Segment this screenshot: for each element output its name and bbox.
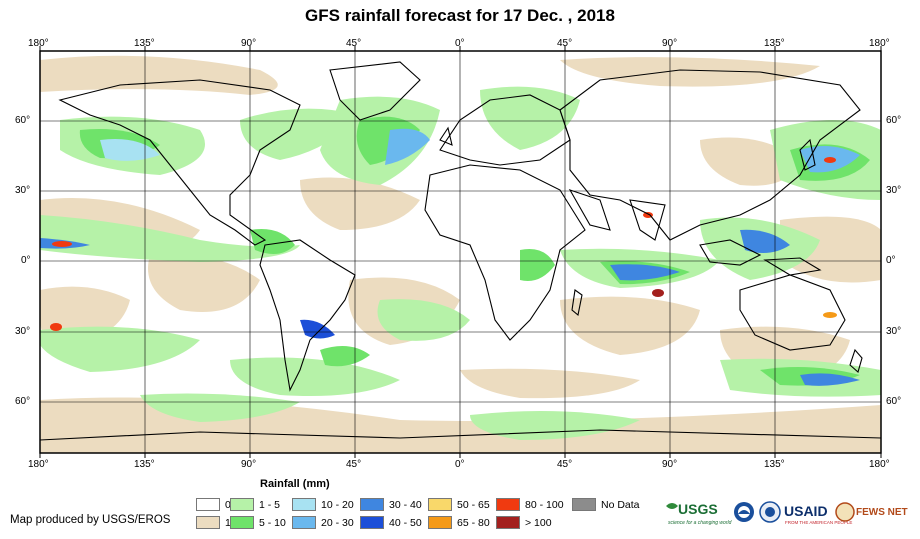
ticks bbox=[39, 46, 882, 458]
lon-label-top: 90° bbox=[662, 38, 678, 49]
lon-label-top: 90° bbox=[241, 38, 257, 49]
lat-label-left: 30° bbox=[15, 185, 31, 196]
lon-label-top: 180° bbox=[869, 38, 890, 49]
legend-label: 20 - 30 bbox=[321, 516, 354, 529]
legend-title: Rainfall (mm) bbox=[260, 478, 330, 490]
lon-label-bottom: 135° bbox=[764, 459, 785, 470]
lat-label-left: 60° bbox=[15, 115, 31, 126]
legend-label: 1 bbox=[225, 516, 231, 529]
legend-swatch bbox=[496, 498, 520, 511]
lat-label-left: 60° bbox=[15, 396, 31, 407]
map-title: GFS rainfall forecast for 17 Dec. , 2018 bbox=[305, 6, 615, 25]
lon-label-bottom: 45° bbox=[346, 459, 362, 470]
lon-label-bottom: 90° bbox=[662, 459, 678, 470]
svg-text:FROM THE AMERICAN PEOPLE: FROM THE AMERICAN PEOPLE bbox=[785, 520, 852, 525]
lon-label-bottom: 90° bbox=[241, 459, 257, 470]
svg-text:USAID: USAID bbox=[784, 503, 828, 519]
lon-label-top: 135° bbox=[134, 38, 155, 49]
map-surface bbox=[40, 51, 881, 453]
lon-label-bottom: 45° bbox=[557, 459, 573, 470]
legend-item: 10 - 20 bbox=[292, 498, 354, 511]
svg-text:USGS: USGS bbox=[678, 501, 718, 517]
legend-item: 1 bbox=[196, 516, 231, 529]
legend-label: 5 - 10 bbox=[259, 516, 286, 529]
graticule bbox=[40, 51, 881, 453]
legend-item: 40 - 50 bbox=[360, 516, 422, 529]
legend-item: 30 - 40 bbox=[360, 498, 422, 511]
lon-label-bottom: 180° bbox=[869, 459, 890, 470]
lat-label-right: 60° bbox=[886, 396, 902, 407]
legend-label: 80 - 100 bbox=[525, 498, 564, 511]
legend-swatch bbox=[292, 498, 316, 511]
rain-intense-areas bbox=[50, 157, 837, 331]
lon-label-top: 45° bbox=[346, 38, 362, 49]
legend-label: 65 - 80 bbox=[457, 516, 490, 529]
legend-swatch bbox=[230, 516, 254, 529]
legend-swatch bbox=[196, 516, 220, 529]
svg-text:science for a changing world: science for a changing world bbox=[668, 520, 732, 526]
legend-label: 1 - 5 bbox=[259, 498, 281, 511]
legend-item: 80 - 100 bbox=[496, 498, 564, 511]
legend-swatch bbox=[572, 498, 596, 511]
legend-swatch bbox=[360, 516, 384, 529]
lon-label-top: 135° bbox=[764, 38, 785, 49]
legend-label: 10 - 20 bbox=[321, 498, 354, 511]
svg-text:FEWS NET: FEWS NET bbox=[856, 507, 908, 518]
agency-logos: USGS science for a changing world USAID … bbox=[666, 501, 908, 526]
legend-swatch bbox=[360, 498, 384, 511]
legend-item: 1 - 5 bbox=[230, 498, 280, 511]
legend-label: 0 bbox=[225, 498, 231, 511]
legend-label: 50 - 65 bbox=[457, 498, 490, 511]
legend-label: > 100 bbox=[525, 516, 552, 529]
legend-label: 40 - 50 bbox=[389, 516, 422, 529]
usaid-logo: USAID FROM THE AMERICAN PEOPLE bbox=[784, 503, 852, 525]
legend-item: 65 - 80 bbox=[428, 516, 490, 529]
lat-label-right: 30° bbox=[886, 185, 902, 196]
legend-item: 0 bbox=[196, 498, 231, 511]
lat-label-right: 30° bbox=[886, 326, 902, 337]
legend-item: 5 - 10 bbox=[230, 516, 286, 529]
lon-label-top: 45° bbox=[557, 38, 573, 49]
legend-swatch bbox=[292, 516, 316, 529]
legend-swatch bbox=[230, 498, 254, 511]
map-credit: Map produced by USGS/EROS bbox=[10, 514, 171, 526]
lat-label-left: 30° bbox=[15, 326, 31, 337]
lat-label-left: 0° bbox=[21, 255, 31, 266]
lat-label-right: 60° bbox=[886, 115, 902, 126]
lon-label-bottom: 135° bbox=[134, 459, 155, 470]
dhs-seal bbox=[759, 501, 781, 523]
fews-net-logo: FEWS NET bbox=[835, 502, 908, 522]
lat-label-right: 0° bbox=[886, 255, 896, 266]
lon-label-bottom: 180° bbox=[28, 459, 49, 470]
lon-label-bottom: 0° bbox=[455, 459, 465, 470]
noaa-logo bbox=[734, 502, 754, 522]
lon-label-top: 0° bbox=[455, 38, 465, 49]
usgs-logo: USGS science for a changing world bbox=[666, 501, 732, 526]
legend-swatch bbox=[196, 498, 220, 511]
legend-item: > 100 bbox=[496, 516, 552, 529]
legend-label: 30 - 40 bbox=[389, 498, 422, 511]
legend-item: No Data bbox=[572, 498, 640, 511]
legend-swatch bbox=[428, 516, 452, 529]
legend-swatch bbox=[496, 516, 520, 529]
legend-item: 20 - 30 bbox=[292, 516, 354, 529]
legend-swatch bbox=[428, 498, 452, 511]
legend-label: No Data bbox=[601, 498, 640, 511]
lon-label-top: 180° bbox=[28, 38, 49, 49]
legend-item: 50 - 65 bbox=[428, 498, 490, 511]
